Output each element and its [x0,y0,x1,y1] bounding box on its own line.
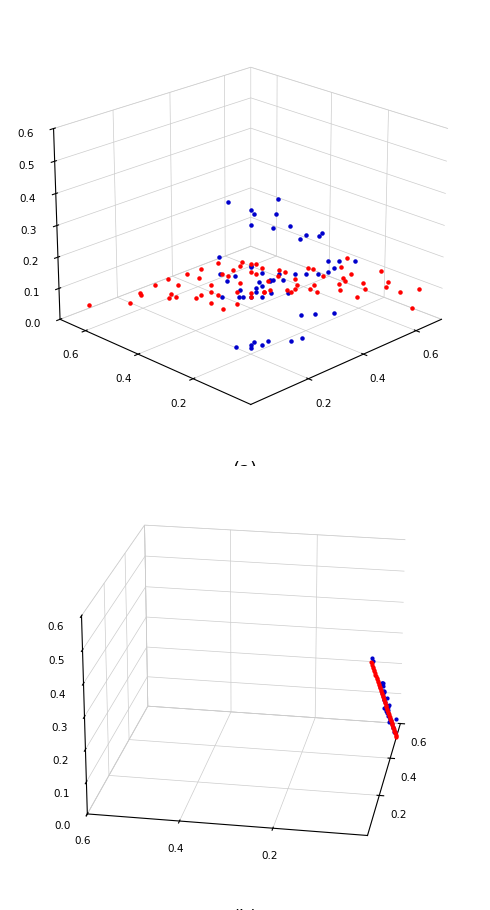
Text: (b): (b) [232,909,258,910]
Text: (a): (a) [232,461,258,480]
